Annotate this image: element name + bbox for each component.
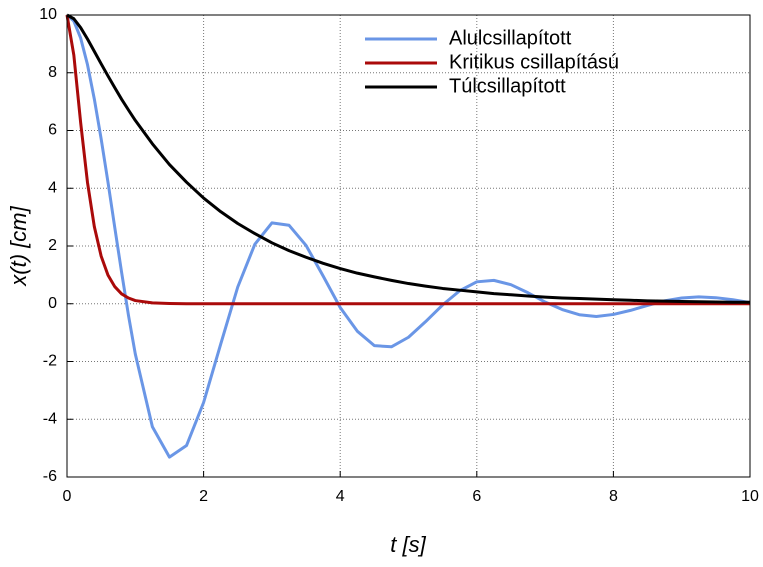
y-axis-label: x(t) [cm]: [6, 205, 31, 286]
y-tick-label: 4: [48, 179, 57, 196]
series-line: [66, 13, 750, 304]
y-tick-label: -2: [43, 353, 57, 370]
legend-label: Alulcsillapított: [449, 27, 572, 49]
grid: [66, 14, 751, 478]
x-axis-label: t [s]: [390, 532, 426, 557]
x-tick-label: 2: [199, 488, 208, 505]
x-tick-label: 0: [63, 488, 72, 505]
x-tick-label: 8: [609, 488, 618, 505]
y-tick-label: 10: [39, 6, 57, 23]
series-line: [65, 14, 750, 306]
series-line: [66, 13, 751, 459]
y-tick-label: 2: [48, 237, 57, 254]
y-tick-label: -4: [43, 410, 57, 427]
y-tick-label: -6: [43, 468, 57, 485]
x-tick-label: 4: [336, 488, 345, 505]
plot-frame: [66, 14, 751, 478]
y-tick-label: 0: [48, 295, 57, 312]
legend-label: Túlcsillapított: [449, 75, 566, 97]
plot-lines: [65, 13, 751, 459]
y-tick-label: 8: [48, 64, 57, 81]
y-tick-label: 6: [48, 122, 57, 139]
legend-label: Kritikus csillapítású: [449, 51, 619, 73]
x-tick-label: 6: [472, 488, 481, 505]
x-tick-label: 10: [741, 488, 759, 505]
